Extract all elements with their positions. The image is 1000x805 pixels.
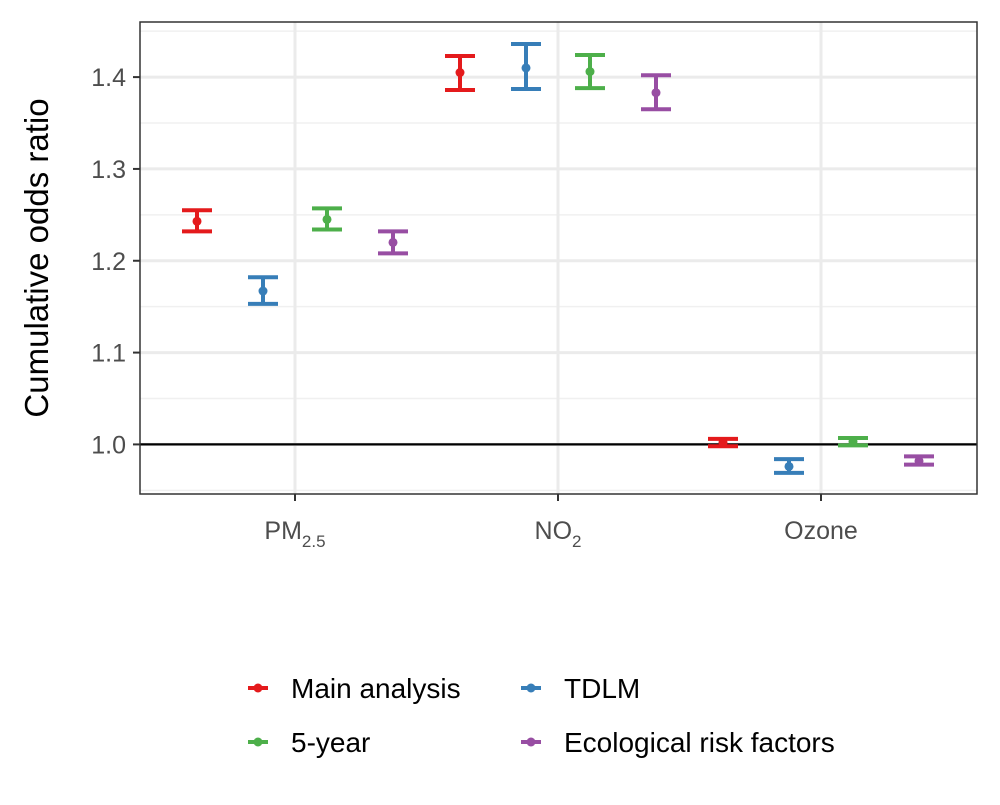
y-tick-label: 1.0 [91, 431, 126, 459]
legend-item: Ecological risk factors [521, 727, 835, 758]
errorbar-2-2 [838, 435, 868, 448]
y-tick-label: 1.1 [91, 340, 126, 368]
y-tick-label: 1.4 [91, 64, 126, 92]
errorbar-1-2 [774, 457, 804, 475]
errorbar-0-2 [708, 436, 738, 449]
errorbar-2-0 [312, 206, 342, 232]
point-estimate [718, 438, 728, 448]
errorbar-3-2 [904, 454, 934, 467]
legend-key-point [526, 737, 536, 747]
point-estimate [848, 437, 858, 447]
errorbar-3-1 [641, 73, 671, 112]
axis-layer: 1.0 1.1 1.2 1.3 1.4 PM2.5 NO2 Ozone [91, 64, 858, 551]
point-estimate [192, 216, 202, 226]
errorbar-2-1 [575, 53, 605, 91]
point-estimate [388, 237, 398, 247]
point-estimate [521, 63, 531, 73]
legend: Main analysis TDLM 5-year Ecological risk f… [248, 673, 835, 758]
y-tick-label: 1.2 [91, 248, 126, 276]
legend-label: Ecological risk factors [564, 727, 835, 758]
point-estimate [258, 286, 268, 296]
errorbar-3-0 [378, 229, 408, 256]
marks-layer [182, 42, 934, 475]
legend-item: Main analysis [248, 673, 461, 704]
legend-item: 5-year [248, 727, 370, 758]
x-tick-label: PM2.5 [264, 517, 325, 551]
x-tick-label: Ozone [784, 517, 858, 545]
point-estimate [322, 214, 332, 224]
errorbar-1-1 [511, 42, 541, 92]
legend-key-point [526, 683, 536, 693]
legend-label: TDLM [564, 673, 640, 704]
legend-key-point [253, 737, 263, 747]
x-tick-label: NO2 [535, 517, 582, 551]
errorbar-1-0 [248, 275, 278, 306]
point-estimate [651, 88, 661, 98]
y-tick-label: 1.3 [91, 156, 126, 184]
legend-key-point [253, 683, 263, 693]
legend-label: Main analysis [291, 673, 461, 704]
y-axis-title: Cumulative odds ratio [18, 98, 55, 417]
errorbar-0-0 [182, 208, 212, 234]
legend-label: 5-year [291, 727, 370, 758]
point-estimate [585, 67, 595, 77]
grid-layer [140, 22, 977, 494]
legend-item: TDLM [521, 673, 640, 704]
point-estimate [784, 461, 794, 471]
point-estimate [914, 456, 924, 466]
point-estimate [455, 68, 465, 78]
errorbar-0-1 [445, 53, 475, 92]
